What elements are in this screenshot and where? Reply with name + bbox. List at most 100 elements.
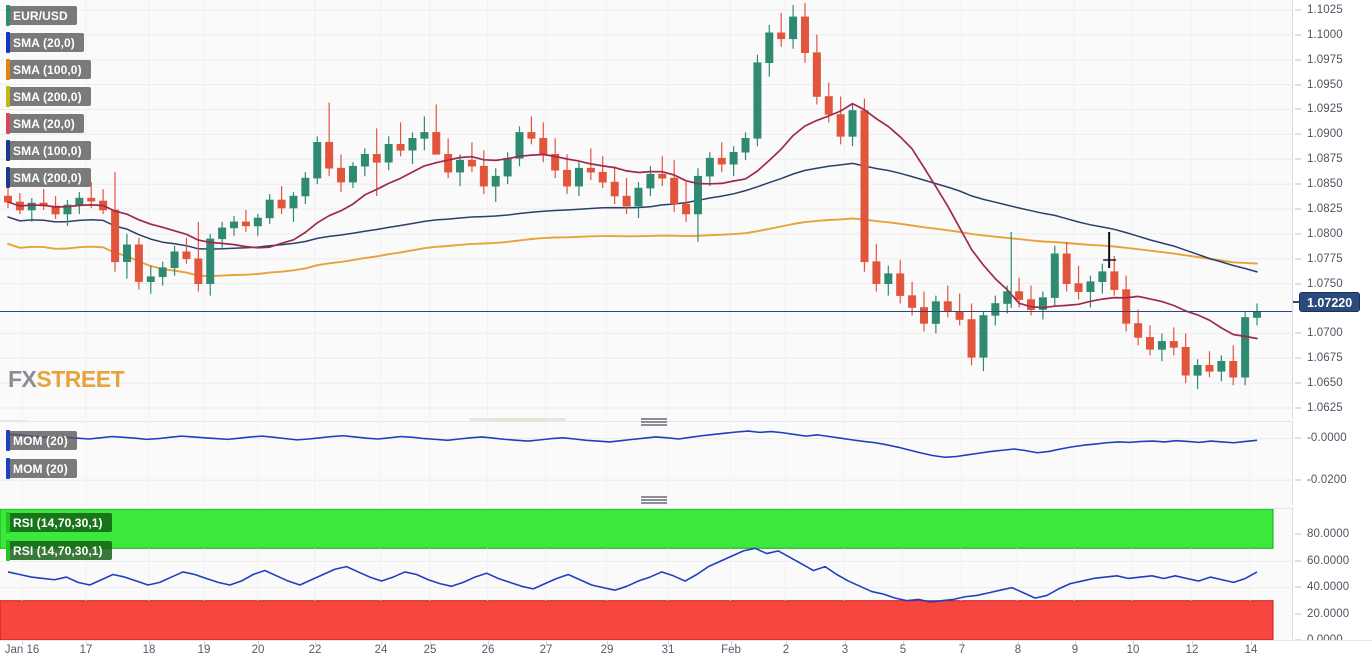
panel-resize-grip-mom[interactable] — [641, 418, 667, 426]
legend-label: SMA (20,0) — [13, 35, 75, 50]
x-axis-label: 5 — [899, 644, 907, 656]
price-axis-tick — [1295, 84, 1301, 86]
price-axis-tick — [1295, 233, 1301, 235]
momentum-panel[interactable] — [0, 421, 1293, 505]
x-axis-tick — [430, 641, 431, 645]
legend-chip[interactable]: SMA (100,0) — [6, 59, 91, 80]
legend-color-swatch — [6, 32, 10, 53]
price-chart-panel[interactable] — [0, 0, 1293, 418]
x-axis-label: 12 — [1185, 644, 1199, 656]
price-plot-svg — [0, 3, 1292, 409]
price-axis-label: 1.0925 — [1307, 103, 1343, 116]
price-axis-label: 1.0700 — [1307, 327, 1343, 340]
price-axis-tick — [1295, 407, 1301, 409]
momentum-plot-svg — [0, 422, 1292, 505]
x-axis-label: 24 — [374, 644, 388, 656]
price-axis-label: 1.0625 — [1307, 402, 1343, 415]
legend-color-swatch — [6, 86, 10, 107]
rsi-axis-label: 20.0000 — [1307, 607, 1350, 620]
x-axis-tick — [86, 641, 87, 645]
rsi-axis-tick — [1295, 586, 1301, 588]
price-axis-tick — [1295, 208, 1301, 210]
legend-label: RSI (14,70,30,1) — [13, 543, 103, 558]
legend-label: EUR/USD — [13, 8, 68, 23]
price-axis-gutter: 1.1025 1.1000 1.0975 1.0950 1.0925 1.0900 1.08… — [1293, 0, 1372, 646]
x-axis-tick — [1075, 641, 1076, 645]
x-axis-label: 17 — [79, 644, 93, 656]
price-axis-tick — [1295, 34, 1301, 36]
current-price-badge[interactable]: 1.07220 — [1299, 292, 1361, 312]
price-axis-label: 1.0750 — [1307, 277, 1343, 290]
price-axis-tick — [1295, 357, 1301, 359]
legend-chip[interactable]: MOM (20) — [6, 458, 77, 479]
legend-color-swatch — [6, 540, 10, 561]
x-axis-tick — [204, 641, 205, 645]
x-axis: Jan 16 17 18 19 20 22 24 25 26 27 29 31 Feb 2 3 5 7 8 9 10 1… — [0, 640, 1372, 665]
price-axis-label: 1.0975 — [1307, 53, 1343, 66]
price-axis-tick — [1295, 183, 1301, 185]
x-axis-label: 29 — [600, 644, 614, 656]
price-axis-tick — [1295, 258, 1301, 260]
legend-label: RSI (14,70,30,1) — [13, 515, 103, 530]
rsi-axis-label: 40.0000 — [1307, 581, 1350, 594]
x-axis-label: 27 — [539, 644, 553, 656]
rsi-axis-label: 60.0000 — [1307, 554, 1350, 567]
legend-label: SMA (100,0) — [13, 143, 82, 158]
legend-chip[interactable]: SMA (100,0) — [6, 140, 91, 161]
price-axis-label: 1.0875 — [1307, 153, 1343, 166]
x-axis-tick — [488, 641, 489, 645]
price-axis-tick — [1295, 283, 1301, 285]
legend-color-swatch — [6, 458, 10, 479]
x-axis-tick — [315, 641, 316, 645]
legend-label: SMA (100,0) — [13, 62, 82, 77]
x-axis-tick — [1133, 641, 1134, 645]
x-axis-tick — [1192, 641, 1193, 645]
legend-label: SMA (200,0) — [13, 170, 82, 185]
legend-label: SMA (20,0) — [13, 116, 75, 131]
legend-color-swatch — [6, 59, 10, 80]
rsi-axis-tick — [1295, 533, 1301, 535]
x-axis-tick — [149, 641, 150, 645]
rsi-plot-svg — [0, 509, 1292, 640]
x-axis-label: 22 — [308, 644, 322, 656]
legend-chip[interactable]: SMA (20,0) — [6, 113, 84, 134]
x-axis-label: 7 — [958, 644, 966, 656]
price-axis-label: 1.1000 — [1307, 28, 1343, 41]
price-axis-label: 1.0900 — [1307, 128, 1343, 141]
legend-chip[interactable]: EUR/USD — [6, 5, 77, 26]
legend-chip[interactable]: RSI (14,70,30,1) — [6, 540, 112, 561]
x-axis-tick — [1251, 641, 1252, 645]
fxstreet-logo-street: STREET — [36, 366, 125, 392]
price-axis-label: 1.0775 — [1307, 252, 1343, 265]
price-axis-label: 1.0800 — [1307, 227, 1343, 240]
legend-chip[interactable]: SMA (200,0) — [6, 86, 91, 107]
x-axis-label: 20 — [251, 644, 265, 656]
panel-resize-grip-rsi[interactable] — [641, 496, 667, 504]
x-axis-label: 26 — [481, 644, 495, 656]
legend-chip[interactable]: MOM (20) — [6, 430, 77, 451]
legend-chip[interactable]: RSI (14,70,30,1) — [6, 512, 112, 533]
momentum-axis-tick — [1295, 479, 1301, 481]
momentum-axis-label: -0.0000 — [1307, 431, 1347, 444]
x-axis-label: 3 — [841, 644, 849, 656]
legend-chip[interactable]: SMA (20,0) — [6, 32, 84, 53]
x-axis-label: Jan 16 — [4, 644, 40, 656]
legend-label: MOM (20) — [13, 433, 68, 448]
legend-chip[interactable]: SMA (200,0) — [6, 167, 91, 188]
x-axis-tick — [786, 641, 787, 645]
legend-color-swatch — [6, 113, 10, 134]
x-axis-label: 31 — [661, 644, 675, 656]
rsi-axis-tick — [1295, 560, 1301, 562]
price-axis-tick — [1295, 133, 1301, 135]
x-axis-tick — [607, 641, 608, 645]
x-axis-label: 9 — [1071, 644, 1079, 656]
rsi-axis-label: 80.0000 — [1307, 528, 1350, 541]
x-axis-label: 19 — [197, 644, 211, 656]
x-axis-label: 2 — [782, 644, 790, 656]
price-axis-label: 1.0950 — [1307, 78, 1343, 91]
rsi-panel[interactable] — [0, 508, 1293, 640]
x-axis-tick — [381, 641, 382, 645]
price-axis-tick — [1295, 158, 1301, 160]
x-axis-label: 14 — [1244, 644, 1258, 656]
